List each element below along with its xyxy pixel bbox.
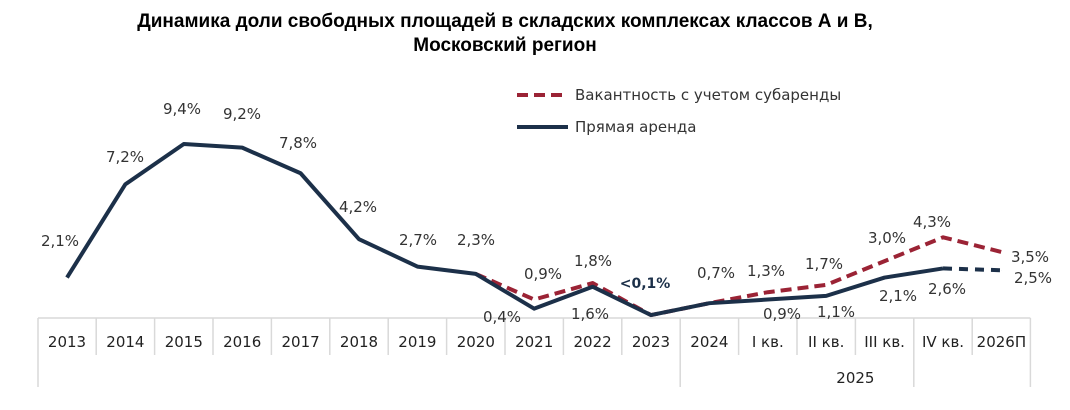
- data-label-subrent: 3,0%: [868, 229, 906, 247]
- chart-title-line2: Московский регион: [413, 35, 596, 56]
- series-lines: [65, 141, 1002, 318]
- x-tick-label: 2013: [48, 333, 86, 351]
- x-tick-label: 2024: [690, 333, 728, 351]
- series-line-subrent: [474, 235, 1002, 318]
- data-label-direct: 1,1%: [817, 303, 855, 321]
- x-tick-label: 2026П: [977, 333, 1026, 351]
- x-tick-label: 2018: [340, 333, 378, 351]
- x-tick-label: II кв.: [808, 333, 844, 351]
- data-label-direct: 7,8%: [279, 134, 317, 152]
- x-tick-label: I кв.: [752, 333, 784, 351]
- data-labels: 2,1% 7,2% 9,4% 9,2% 7,8% 4,2% 2,7% 2,3% 0,4% 1,6%…: [41, 100, 1052, 326]
- data-label-direct: 0,9%: [763, 305, 801, 323]
- data-label-subrent: 1,7%: [805, 255, 843, 273]
- legend-label-subrent: Вакантность с учетом субаренды: [575, 86, 841, 104]
- x-tick-label: 2019: [398, 333, 436, 351]
- data-label-direct: 7,2%: [106, 148, 144, 166]
- data-label-direct: 0,4%: [483, 308, 521, 326]
- data-label-direct: 2,7%: [399, 231, 437, 249]
- data-label-direct: <0,1%: [620, 276, 671, 292]
- x-tick-label: 2021: [515, 333, 553, 351]
- legend: Вакантность с учетом субаренды Прямая ар…: [517, 86, 841, 136]
- data-label-direct: 2,1%: [879, 287, 917, 305]
- data-label-subrent: 4,3%: [913, 213, 951, 231]
- data-label-subrent: 1,8%: [574, 252, 612, 270]
- data-label-direct: 2,5%: [1014, 269, 1052, 287]
- data-label-subrent: 0,9%: [524, 265, 562, 283]
- x-tick-label: 2014: [106, 333, 144, 351]
- data-label-direct: 2,6%: [928, 280, 966, 298]
- series-line-direct: [65, 141, 944, 318]
- x-group-label: 2025: [836, 369, 874, 387]
- x-tick-label: 2023: [632, 333, 670, 351]
- legend-label-direct: Прямая аренда: [575, 118, 696, 136]
- data-label-subrent: 1,3%: [747, 262, 785, 280]
- data-label-direct: 2,3%: [457, 231, 495, 249]
- x-tick-label: III кв.: [864, 333, 905, 351]
- data-label-direct: 9,2%: [223, 105, 261, 123]
- data-label-direct: 2,1%: [41, 232, 79, 250]
- data-label-direct: 9,4%: [163, 100, 201, 118]
- x-tick-label: 2016: [223, 333, 261, 351]
- data-label-direct: 1,6%: [571, 305, 609, 323]
- data-label-direct: 0,7%: [697, 264, 735, 282]
- series-line-direct-forecast: [942, 266, 1002, 273]
- data-label-direct: 4,2%: [339, 198, 377, 216]
- x-tick-label: 2022: [574, 333, 612, 351]
- chart-title: Динамика доли свободных площадей в склад…: [137, 11, 873, 32]
- x-axis: 2013 2014 2015 2016 2017 2018 2019 2020 2021 2022…: [37, 317, 1032, 387]
- x-tick-label: 2020: [457, 333, 495, 351]
- x-tick-label: 2015: [165, 333, 203, 351]
- x-tick-label: 2017: [282, 333, 320, 351]
- x-tick-label: IV кв.: [922, 333, 964, 351]
- data-label-subrent: 3,5%: [1011, 248, 1049, 266]
